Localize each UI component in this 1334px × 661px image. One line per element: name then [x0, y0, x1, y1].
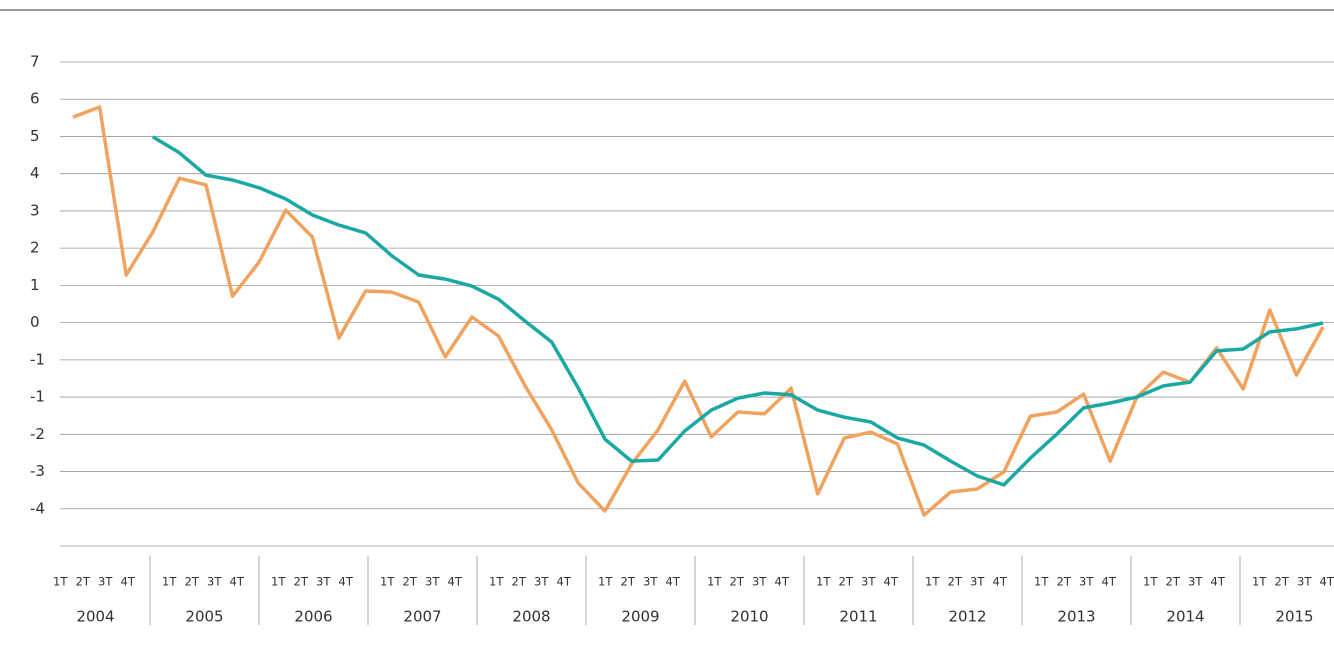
x-tick-label: 3T — [643, 575, 658, 589]
y-tick-label: -1 — [30, 388, 45, 406]
y-tick-label: 5 — [30, 127, 40, 145]
x-tick-label: 4T — [666, 575, 681, 589]
axis-labels: 7 6 5 4 3 2 1 0 -1 -1 -2 -3 -4 1T 2T 3T 4T 1T 2T 3T 4T 1T 2T 3T… — [30, 53, 1334, 626]
x-tick-label: 4T — [775, 575, 790, 589]
x-tick-label: 3T — [316, 575, 331, 589]
x-tick-label: 4T — [1320, 575, 1334, 589]
x-tick-label: 4T — [1211, 575, 1226, 589]
grid — [60, 61, 1334, 625]
series-line — [72, 105, 1325, 517]
x-tick-label: 2T — [512, 575, 527, 589]
x-tick-label: 2T — [1275, 575, 1290, 589]
y-tick-label: -3 — [30, 462, 45, 480]
group-label: 2004 — [76, 608, 114, 626]
x-tick-label: 3T — [752, 575, 767, 589]
x-tick-label: 2T — [185, 575, 200, 589]
y-tick-label: 1 — [30, 276, 40, 294]
group-label: 2012 — [948, 608, 986, 626]
series-line — [151, 135, 1324, 487]
x-tick-label: 4T — [1102, 575, 1117, 589]
x-tick-label: 4T — [230, 575, 245, 589]
y-tick-label: 0 — [30, 313, 40, 331]
x-tick-label: 3T — [425, 575, 440, 589]
x-tick-label: 4T — [557, 575, 572, 589]
y-tick-label: -4 — [30, 499, 45, 517]
group-label: 2013 — [1057, 608, 1095, 626]
group-label: 2014 — [1166, 608, 1204, 626]
x-tick-label: 3T — [534, 575, 549, 589]
x-tick-label: 2T — [403, 575, 418, 589]
y-tick-label: 3 — [30, 201, 40, 219]
x-tick-label: 2T — [294, 575, 309, 589]
x-tick-label: 3T — [861, 575, 876, 589]
x-tick-label: 2T — [1057, 575, 1072, 589]
x-tick-label: 4T — [339, 575, 354, 589]
plot — [72, 105, 1325, 517]
x-tick-label: 1T — [1143, 575, 1158, 589]
x-tick-label: 3T — [207, 575, 222, 589]
x-tick-label: 1T — [598, 575, 613, 589]
x-tick-label: 1T — [816, 575, 831, 589]
x-tick-label: 1T — [1034, 575, 1049, 589]
x-tick-label: 1T — [271, 575, 286, 589]
x-tick-label: 1T — [489, 575, 504, 589]
x-tick-label: 4T — [993, 575, 1008, 589]
x-tick-label: 3T — [1297, 575, 1312, 589]
x-tick-label: 1T — [707, 575, 722, 589]
y-tick-label: 7 — [30, 53, 40, 71]
x-tick-label: 2T — [730, 575, 745, 589]
x-tick-label: 1T — [925, 575, 940, 589]
x-tick-label: 2T — [839, 575, 854, 589]
x-tick-label: 2T — [948, 575, 963, 589]
x-tick-label: 4T — [884, 575, 899, 589]
x-tick-label: 4T — [448, 575, 463, 589]
x-tick-label: 1T — [380, 575, 395, 589]
x-tick-label: 4T — [121, 575, 136, 589]
group-label: 2008 — [512, 608, 550, 626]
x-tick-label: 3T — [1079, 575, 1094, 589]
group-label: 2009 — [621, 608, 659, 626]
group-label: 2010 — [730, 608, 768, 626]
y-tick-label: 6 — [30, 90, 40, 108]
x-tick-label: 3T — [970, 575, 985, 589]
y-tick-label: 2 — [30, 239, 40, 257]
x-tick-label: 1T — [53, 575, 68, 589]
group-label: 2007 — [403, 608, 441, 626]
y-tick-label: -1 — [30, 350, 45, 368]
x-tick-label: 3T — [98, 575, 113, 589]
x-tick-label: 2T — [1166, 575, 1181, 589]
group-label: 2006 — [294, 608, 332, 626]
group-label: 2005 — [185, 608, 223, 626]
y-tick-label: -2 — [30, 425, 45, 443]
group-label: 2011 — [839, 608, 877, 626]
x-tick-label: 2T — [76, 575, 91, 589]
x-tick-label: 2T — [621, 575, 636, 589]
y-tick-label: 4 — [30, 164, 40, 182]
group-label: 2015 — [1275, 608, 1313, 626]
x-tick-label: 1T — [162, 575, 177, 589]
x-tick-label: 3T — [1188, 575, 1203, 589]
x-tick-label: 1T — [1252, 575, 1267, 589]
